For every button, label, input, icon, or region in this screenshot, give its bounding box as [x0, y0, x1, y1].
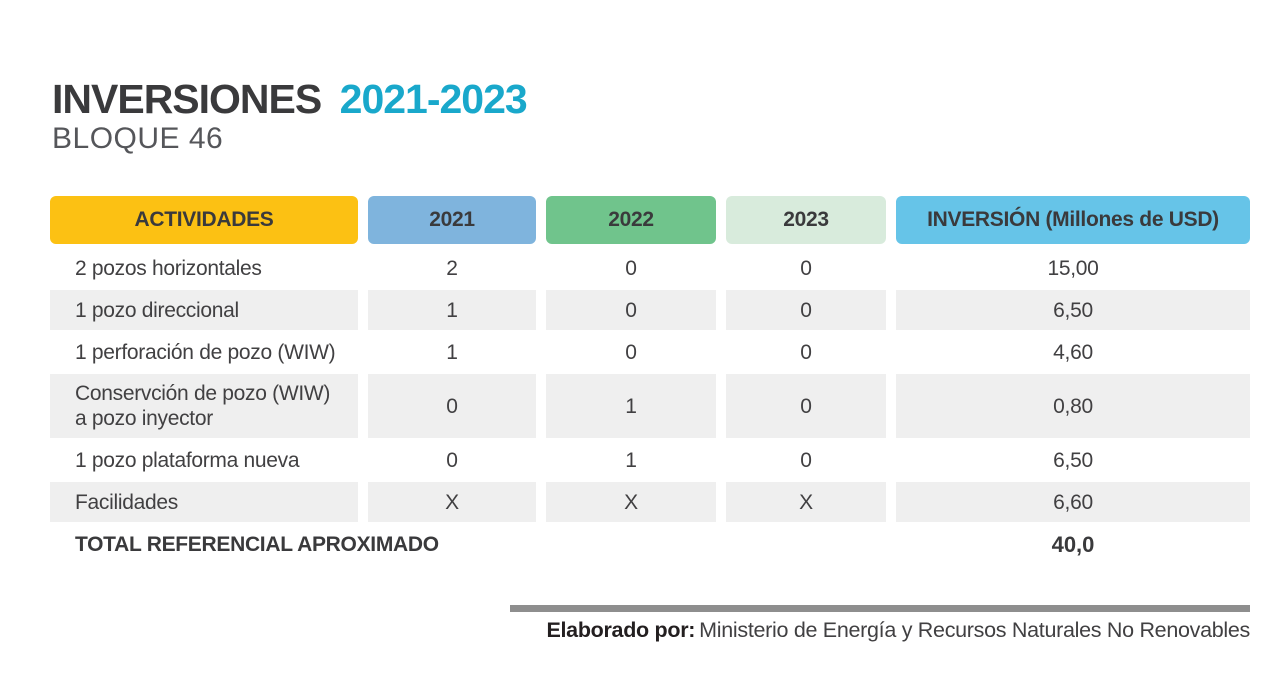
- cell-actividad: Facilidades: [50, 482, 358, 522]
- table-row: 2 pozos horizontales 2 0 0 15,00: [50, 248, 1250, 288]
- cell-inversion: 0,80: [896, 374, 1250, 438]
- cell-2023: 0: [726, 290, 886, 330]
- cell-2022: X: [546, 482, 716, 522]
- header-2023: 2023: [726, 196, 886, 244]
- table-row: 1 pozo plataforma nueva 0 1 0 6,50: [50, 440, 1250, 480]
- cell-2023: 0: [800, 340, 812, 364]
- footer-credit: Elaborado por: Ministerio de Energía y Re…: [250, 618, 1250, 643]
- table-header-row: ACTIVIDADES 2021 2022 2023 INVERSIÓN (Mi…: [50, 196, 1250, 244]
- cell-inversion: 4,60: [1053, 340, 1093, 364]
- cell-actividad: 2 pozos horizontales: [75, 256, 262, 280]
- cell-2022: 1: [625, 448, 637, 472]
- cell-2021: 1: [368, 290, 536, 330]
- title-years: 2021-2023: [339, 76, 528, 122]
- header-inversion: INVERSIÓN (Millones de USD): [896, 196, 1250, 244]
- cell-2022: 1: [546, 374, 716, 438]
- cell-inversion: 6,50: [896, 290, 1250, 330]
- cell-actividad: Conservción de pozo (WIW) a pozo inyecto…: [50, 374, 358, 438]
- cell-actividad: 1 pozo direccional: [50, 290, 358, 330]
- cell-2021: 0: [446, 448, 458, 472]
- cell-2022: 0: [625, 256, 637, 280]
- table-body: 2 pozos horizontales 2 0 0 15,00 1 pozo …: [50, 248, 1250, 522]
- footer-divider: [510, 605, 1250, 612]
- cell-2023: 0: [800, 448, 812, 472]
- footer-credit-prefix: Elaborado por:: [546, 618, 696, 642]
- cell-2021: 1: [446, 340, 458, 364]
- cell-2023: X: [726, 482, 886, 522]
- table-row: 1 pozo direccional 1 0 0 6,50: [50, 290, 1250, 330]
- cell-2023: 0: [800, 256, 812, 280]
- footer-credit-text: Ministerio de Energía y Recursos Natural…: [699, 618, 1250, 642]
- cell-2022: 0: [625, 340, 637, 364]
- cell-2023: 0: [726, 374, 886, 438]
- investments-table: ACTIVIDADES 2021 2022 2023 INVERSIÓN (Mi…: [50, 196, 1250, 558]
- cell-2022: 0: [546, 290, 716, 330]
- title-block: INVERSIONES 2021-2023 BLOQUE 46: [52, 76, 528, 156]
- header-actividades: ACTIVIDADES: [50, 196, 358, 244]
- cell-actividad: 1 perforación de pozo (WIW): [75, 340, 336, 364]
- page-title: INVERSIONES 2021-2023: [52, 76, 528, 122]
- header-2021: 2021: [368, 196, 536, 244]
- table-row: Facilidades X X X 6,60: [50, 482, 1250, 522]
- title-main: INVERSIONES: [52, 76, 322, 122]
- page-subtitle: BLOQUE 46: [52, 122, 224, 155]
- total-label: TOTAL REFERENCIAL APROXIMADO: [75, 533, 439, 556]
- cell-actividad: 1 pozo plataforma nueva: [75, 448, 300, 472]
- table-row: Conservción de pozo (WIW) a pozo inyecto…: [50, 374, 1250, 438]
- cell-inversion: 15,00: [1047, 256, 1099, 280]
- cell-inversion: 6,60: [896, 482, 1250, 522]
- total-value: 40,0: [1051, 532, 1095, 557]
- header-2022: 2022: [546, 196, 716, 244]
- cell-2021: 2: [446, 256, 458, 280]
- table-row: 1 perforación de pozo (WIW) 1 0 0 4,60: [50, 332, 1250, 372]
- cell-2021: 0: [368, 374, 536, 438]
- cell-2021: X: [368, 482, 536, 522]
- cell-inversion: 6,50: [1053, 448, 1093, 472]
- total-row: TOTAL REFERENCIAL APROXIMADO 40,0: [50, 532, 1250, 558]
